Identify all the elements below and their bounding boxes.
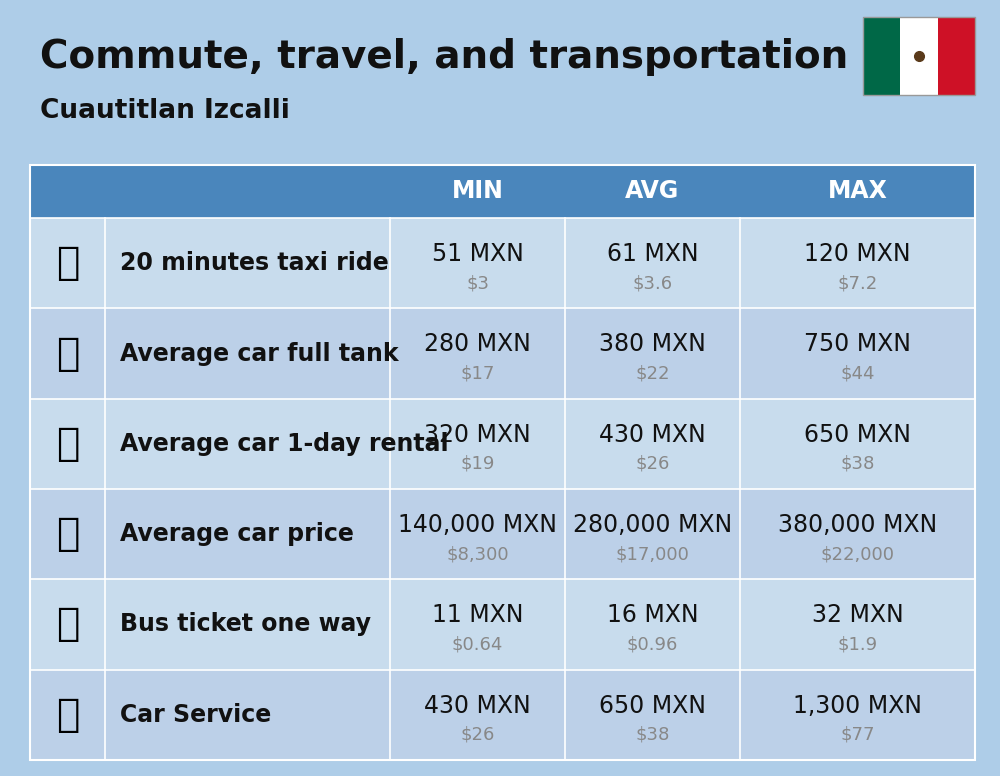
Text: $38: $38	[635, 726, 670, 743]
Text: 750 MXN: 750 MXN	[804, 332, 911, 356]
Text: 380,000 MXN: 380,000 MXN	[778, 513, 937, 537]
Text: 1,300 MXN: 1,300 MXN	[793, 694, 922, 718]
Text: $44: $44	[840, 365, 875, 383]
Text: 140,000 MXN: 140,000 MXN	[398, 513, 557, 537]
Bar	[863, 17, 975, 95]
Text: 61 MXN: 61 MXN	[607, 242, 698, 266]
Text: $22: $22	[635, 365, 670, 383]
Bar	[30, 165, 975, 760]
Text: Car Service: Car Service	[120, 703, 271, 727]
Bar	[30, 670, 975, 760]
Text: 280,000 MXN: 280,000 MXN	[573, 513, 732, 537]
Text: $3.6: $3.6	[632, 274, 673, 292]
Bar	[30, 218, 975, 308]
Text: 650 MXN: 650 MXN	[599, 694, 706, 718]
Text: $26: $26	[635, 455, 670, 473]
Bar	[30, 399, 975, 489]
Text: $26: $26	[460, 726, 495, 743]
Text: 380 MXN: 380 MXN	[599, 332, 706, 356]
Bar	[863, 17, 900, 95]
Text: $1.9: $1.9	[837, 636, 878, 653]
Text: $77: $77	[840, 726, 875, 743]
Text: ⛽: ⛽	[56, 334, 79, 372]
Text: Average car full tank: Average car full tank	[120, 341, 399, 365]
Text: $8,300: $8,300	[446, 545, 509, 563]
Text: Commute, travel, and transportation costs: Commute, travel, and transportation cost…	[40, 38, 976, 76]
Text: 280 MXN: 280 MXN	[424, 332, 531, 356]
Text: $22,000: $22,000	[820, 545, 895, 563]
Text: Average car price: Average car price	[120, 522, 354, 546]
Text: 🚕: 🚕	[56, 244, 79, 282]
Bar	[30, 489, 975, 580]
Text: 51 MXN: 51 MXN	[432, 242, 523, 266]
Text: 650 MXN: 650 MXN	[804, 423, 911, 447]
Text: 430 MXN: 430 MXN	[424, 694, 531, 718]
Text: 🚘: 🚘	[56, 515, 79, 553]
Text: $17,000: $17,000	[616, 545, 689, 563]
Text: 20 minutes taxi ride: 20 minutes taxi ride	[120, 251, 389, 275]
Text: 430 MXN: 430 MXN	[599, 423, 706, 447]
Text: $7.2: $7.2	[837, 274, 878, 292]
Text: Average car 1-day rental: Average car 1-day rental	[120, 431, 449, 456]
Text: Cuautitlan Izcalli: Cuautitlan Izcalli	[40, 98, 290, 124]
Text: MAX: MAX	[828, 179, 887, 203]
Text: 🚗: 🚗	[56, 424, 79, 462]
Bar	[30, 165, 975, 218]
Bar	[30, 580, 975, 670]
Text: 🚌: 🚌	[56, 605, 79, 643]
Text: $0.96: $0.96	[627, 636, 678, 653]
Text: Bus ticket one way: Bus ticket one way	[120, 612, 371, 636]
Text: $38: $38	[840, 455, 875, 473]
Bar	[900, 17, 938, 95]
Bar	[30, 308, 975, 399]
Text: 32 MXN: 32 MXN	[812, 604, 903, 628]
Text: MIN: MIN	[452, 179, 503, 203]
Text: $0.64: $0.64	[452, 636, 503, 653]
Text: $3: $3	[466, 274, 489, 292]
Text: 🔧: 🔧	[56, 696, 79, 734]
Text: 320 MXN: 320 MXN	[424, 423, 531, 447]
Text: 120 MXN: 120 MXN	[804, 242, 911, 266]
Text: AVG: AVG	[625, 179, 680, 203]
Text: 11 MXN: 11 MXN	[432, 604, 523, 628]
Text: $17: $17	[460, 365, 495, 383]
Bar	[938, 17, 975, 95]
Text: 16 MXN: 16 MXN	[607, 604, 698, 628]
Text: $19: $19	[460, 455, 495, 473]
